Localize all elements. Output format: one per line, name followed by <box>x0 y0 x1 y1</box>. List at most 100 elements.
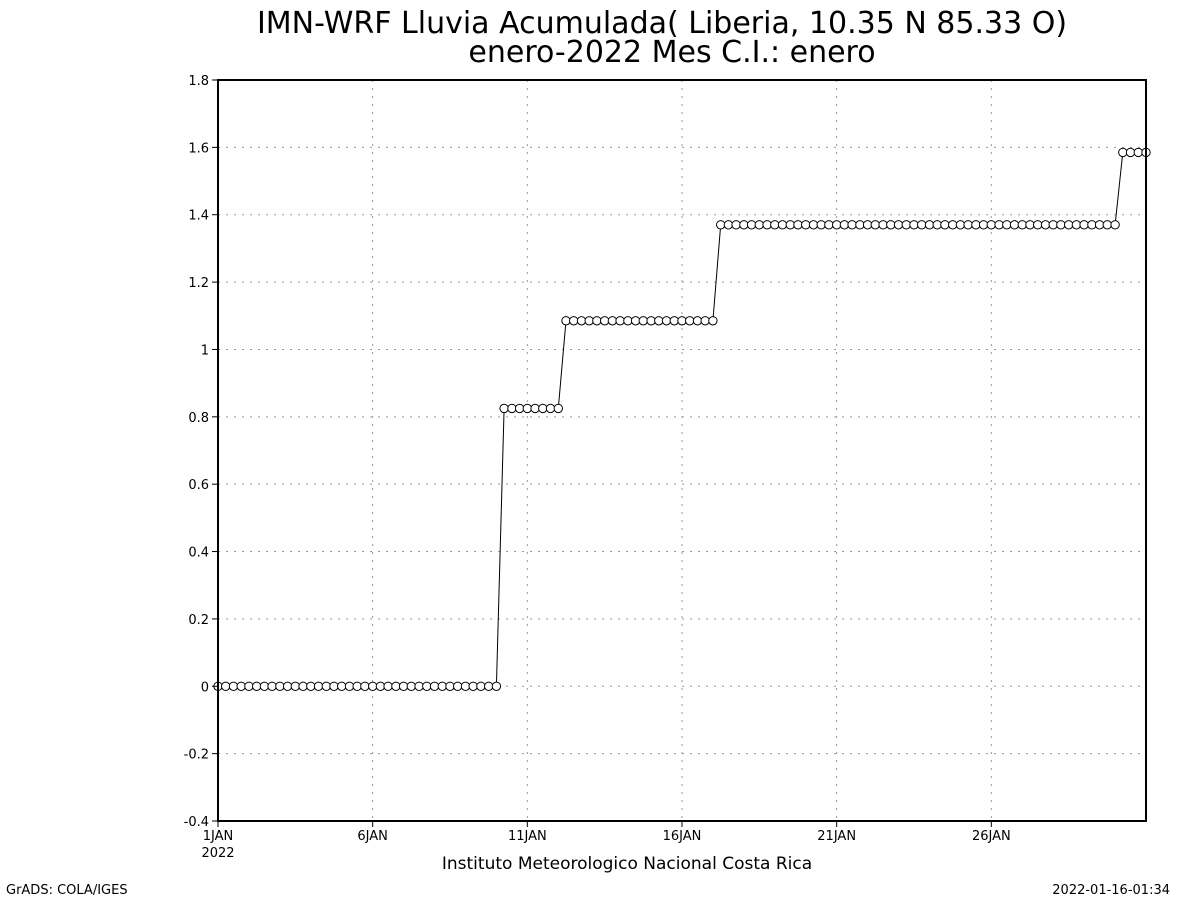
data-point-marker <box>484 681 494 691</box>
data-point-marker <box>321 681 331 691</box>
data-point-marker <box>445 681 455 691</box>
data-point-marker <box>468 681 478 691</box>
data-point-marker <box>530 403 540 414</box>
data-point-marker <box>383 681 393 691</box>
data-point-marker <box>685 316 695 326</box>
data-point-marker <box>630 316 641 326</box>
data-point-marker <box>1056 220 1066 230</box>
y-axis-ticks: -0.4 -0.2 0 0.2 0.4 0.6 0.8 1 1.2 1.4 1.6 1.8 <box>184 74 218 830</box>
data-point-marker <box>1125 147 1136 158</box>
y-tick-label: 1 <box>201 343 209 358</box>
data-point-marker <box>375 681 386 691</box>
data-point-marker <box>994 220 1004 230</box>
data-point-marker <box>1009 220 1020 230</box>
data-point-marker <box>801 220 811 230</box>
data-point-marker <box>1087 220 1097 230</box>
data-point-marker <box>723 220 734 230</box>
data-point-marker <box>499 403 509 414</box>
data-point-marker <box>298 681 308 691</box>
data-point-marker <box>638 316 648 326</box>
data-point-marker <box>391 681 401 691</box>
data-point-marker <box>1118 147 1128 158</box>
data-point-marker <box>507 403 517 414</box>
data-point-marker <box>986 220 996 230</box>
data-point-marker <box>453 681 463 691</box>
data-point-marker <box>832 220 842 230</box>
data-point-marker <box>716 220 726 230</box>
data-point-marker <box>569 316 579 326</box>
data-point-marker <box>661 316 672 326</box>
data-point-marker <box>600 316 610 326</box>
data-point-marker <box>855 220 865 230</box>
data-point-marker <box>306 681 316 691</box>
data-point-marker <box>398 681 409 691</box>
data-point-marker <box>360 681 370 691</box>
footer-timestamp: 2022-01-16-01:34 <box>1052 883 1170 898</box>
data-point-marker <box>1040 220 1051 230</box>
data-point-marker <box>1079 220 1089 230</box>
data-point-marker <box>1102 220 1113 230</box>
data-point-marker <box>290 681 300 691</box>
y-tick-label: -0.2 <box>184 748 209 763</box>
data-point-marker <box>1048 220 1058 230</box>
data-point-marker <box>422 681 432 691</box>
y-tick-label: 0.8 <box>188 411 209 426</box>
data-point-marker <box>592 316 602 326</box>
x-axis-ticks: 1JAN 2022 6JAN 11JAN 16JAN 21JAN 26JAN <box>201 821 1011 861</box>
data-point-marker <box>870 220 880 230</box>
x-tick-label: 6JAN <box>357 829 388 844</box>
x-tick-label: 16JAN <box>663 829 702 844</box>
data-point-marker <box>337 681 347 691</box>
data-point-marker <box>932 220 942 230</box>
y-tick-label: 1.8 <box>188 74 209 89</box>
data-point-marker <box>692 316 703 326</box>
data-point-marker <box>368 681 378 691</box>
x-tick-label: 21JAN <box>817 829 856 844</box>
data-point-marker <box>522 403 532 414</box>
data-point-marker <box>275 681 285 691</box>
data-point-marker <box>1002 220 1012 230</box>
data-point-marker <box>553 403 563 414</box>
data-point-marker <box>700 316 710 326</box>
data-point-marker <box>739 220 749 230</box>
data-point-marker <box>1033 220 1043 230</box>
data-point-marker <box>893 220 904 230</box>
data-point-marker <box>491 681 502 691</box>
data-point-marker <box>406 681 416 691</box>
data-point-marker <box>1017 220 1027 230</box>
x-axis-label: Instituto Meteorologico Nacional Costa R… <box>442 854 812 874</box>
data-point-marker <box>584 316 594 326</box>
data-point-marker <box>236 681 246 691</box>
data-point-marker <box>770 220 780 230</box>
x-tick-year-label: 2022 <box>201 846 234 861</box>
data-point-marker <box>352 681 362 691</box>
y-tick-label: 1.4 <box>188 209 209 224</box>
y-tick-label: 1.2 <box>188 276 209 291</box>
data-point-marker <box>708 316 718 326</box>
data-point-marker <box>437 681 447 691</box>
data-point-marker <box>808 220 819 230</box>
data-point-marker <box>940 220 950 230</box>
data-point-marker <box>514 403 525 414</box>
data-point-marker <box>777 220 788 230</box>
grid <box>218 80 1146 821</box>
y-tick-label: 0.6 <box>188 478 209 493</box>
data-point-marker <box>221 681 231 691</box>
data-point-marker <box>1064 220 1074 230</box>
data-point-marker <box>1094 220 1105 230</box>
data-point-marker <box>847 220 857 230</box>
data-point-marker <box>754 220 764 230</box>
data-point-marker <box>607 316 618 326</box>
data-point-marker <box>677 316 687 326</box>
data-point-marker <box>839 220 850 230</box>
data-point-marker <box>917 220 927 230</box>
data-point-marker <box>252 681 262 691</box>
data-point-marker <box>414 681 424 691</box>
data-point-marker <box>429 681 440 691</box>
data-point-marker <box>862 220 873 230</box>
data-point-marker <box>460 681 471 691</box>
data-point-marker <box>816 220 826 230</box>
data-point-marker <box>955 220 966 230</box>
